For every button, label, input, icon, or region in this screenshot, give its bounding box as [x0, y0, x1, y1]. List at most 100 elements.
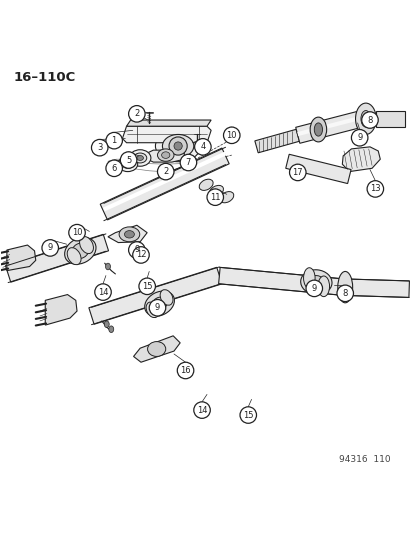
Ellipse shape [300, 270, 331, 295]
Circle shape [177, 362, 193, 379]
Ellipse shape [355, 103, 375, 134]
Circle shape [305, 280, 322, 297]
Ellipse shape [360, 110, 370, 127]
Bar [285, 154, 350, 183]
Text: 9: 9 [311, 284, 316, 293]
Bar [297, 116, 361, 136]
Circle shape [193, 402, 210, 418]
Circle shape [149, 300, 165, 316]
Circle shape [180, 154, 196, 171]
Circle shape [120, 152, 137, 168]
Ellipse shape [109, 326, 114, 333]
Ellipse shape [173, 142, 182, 150]
Ellipse shape [118, 157, 138, 172]
Bar [100, 148, 229, 220]
Text: 3: 3 [97, 143, 102, 152]
Polygon shape [7, 245, 36, 271]
Ellipse shape [303, 268, 314, 288]
Ellipse shape [162, 134, 193, 158]
Text: 94316  110: 94316 110 [338, 455, 390, 464]
Circle shape [336, 285, 353, 302]
Circle shape [106, 132, 122, 149]
Ellipse shape [307, 276, 324, 289]
Circle shape [133, 247, 149, 263]
Polygon shape [45, 295, 77, 325]
Circle shape [95, 284, 111, 300]
Text: 4: 4 [200, 142, 205, 151]
Ellipse shape [147, 342, 165, 357]
Ellipse shape [133, 153, 146, 163]
Text: 12: 12 [135, 251, 146, 260]
Ellipse shape [122, 160, 133, 168]
Ellipse shape [104, 321, 109, 328]
Ellipse shape [219, 191, 233, 203]
Ellipse shape [337, 271, 352, 303]
Bar [342, 279, 408, 297]
Text: 10: 10 [226, 131, 236, 140]
Text: 11: 11 [209, 193, 220, 201]
Ellipse shape [155, 131, 200, 161]
Polygon shape [108, 225, 147, 243]
Ellipse shape [64, 237, 96, 264]
Text: 8: 8 [342, 289, 347, 298]
Ellipse shape [317, 276, 329, 297]
Polygon shape [126, 120, 211, 126]
Circle shape [366, 181, 383, 197]
Bar [254, 130, 299, 153]
Ellipse shape [67, 248, 81, 265]
Text: 15: 15 [242, 410, 253, 419]
Polygon shape [147, 150, 184, 162]
Circle shape [91, 140, 108, 156]
Bar [375, 111, 404, 127]
Circle shape [194, 139, 211, 155]
Text: 13: 13 [369, 184, 380, 193]
Polygon shape [122, 126, 211, 143]
Text: 6: 6 [111, 164, 116, 173]
Circle shape [206, 189, 223, 205]
Ellipse shape [151, 297, 167, 310]
Text: 17: 17 [292, 168, 302, 177]
Bar [295, 111, 363, 143]
Text: 7: 7 [185, 158, 191, 167]
Circle shape [157, 163, 173, 180]
Ellipse shape [313, 123, 322, 136]
Text: 2: 2 [163, 167, 168, 176]
Ellipse shape [119, 227, 140, 242]
Ellipse shape [309, 117, 326, 142]
Text: 10: 10 [71, 228, 82, 237]
Text: 5: 5 [126, 156, 131, 165]
Circle shape [128, 106, 145, 122]
Bar [218, 268, 343, 295]
Text: 14: 14 [97, 288, 108, 296]
Bar [5, 235, 108, 282]
Circle shape [106, 160, 122, 176]
Text: 16: 16 [180, 366, 190, 375]
Circle shape [128, 242, 145, 259]
Ellipse shape [137, 156, 143, 160]
Text: 1: 1 [111, 136, 116, 145]
Bar [103, 151, 226, 212]
Text: 2: 2 [134, 109, 139, 118]
Ellipse shape [129, 150, 150, 166]
Ellipse shape [144, 291, 174, 316]
Polygon shape [342, 147, 380, 172]
Ellipse shape [199, 179, 213, 190]
Circle shape [139, 278, 155, 295]
Text: 9: 9 [47, 244, 53, 253]
Circle shape [351, 130, 367, 146]
Circle shape [240, 407, 256, 423]
Bar [89, 268, 221, 324]
Text: 16–110C: 16–110C [13, 70, 75, 84]
Circle shape [69, 224, 85, 241]
Ellipse shape [161, 152, 169, 158]
Text: 9: 9 [356, 133, 361, 142]
Text: 15: 15 [142, 282, 152, 291]
Ellipse shape [71, 243, 89, 259]
Circle shape [289, 164, 305, 181]
Ellipse shape [125, 162, 131, 166]
Ellipse shape [157, 149, 173, 161]
Ellipse shape [160, 289, 173, 305]
Ellipse shape [124, 231, 134, 238]
Circle shape [223, 127, 240, 143]
Text: 9: 9 [154, 303, 160, 312]
